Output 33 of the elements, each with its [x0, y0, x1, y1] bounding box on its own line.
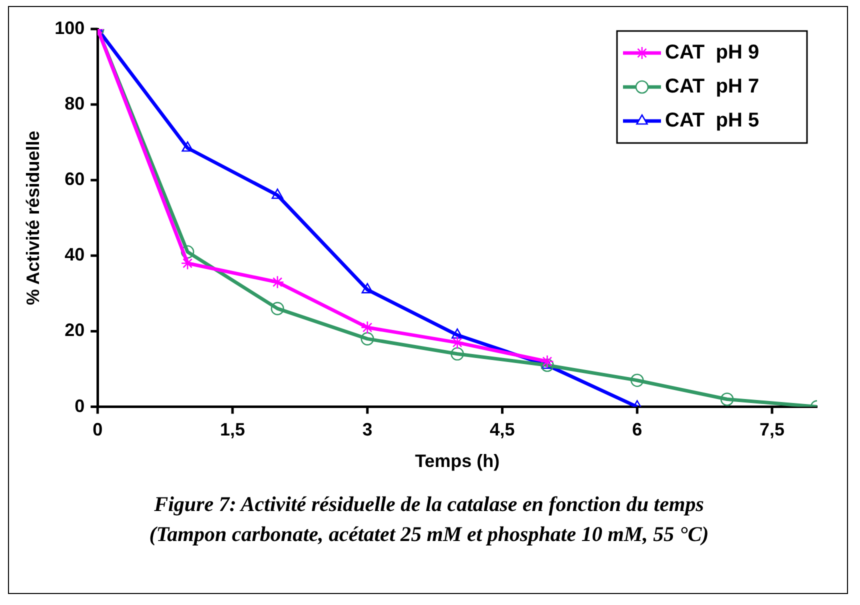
x-tick-label: 6 — [632, 420, 642, 440]
y-tick-label: 60 — [64, 169, 85, 190]
y-axis-title: % Activité résiduelle — [22, 130, 43, 306]
point — [362, 283, 374, 294]
point — [360, 332, 374, 346]
point — [270, 302, 284, 316]
point — [451, 328, 464, 339]
y-tick-label: 80 — [64, 94, 85, 114]
point — [540, 358, 554, 372]
x-tick-label: 4,5 — [490, 420, 515, 440]
point — [540, 354, 554, 368]
point — [270, 275, 284, 289]
y-tick-label: 20 — [64, 320, 85, 340]
point — [630, 374, 644, 388]
x-tick-label: 1,5 — [220, 420, 246, 440]
x-tick-label: 3 — [362, 420, 372, 440]
x-tick-label: 0 — [92, 420, 103, 440]
y-tick-label: 100 — [54, 18, 85, 38]
point — [180, 245, 194, 259]
y-tick-label: 0 — [74, 396, 85, 416]
x-tick-label: 7,5 — [760, 420, 785, 440]
text: (Tampon carbonate, acétatet 25 mM et phosphate 10 mM, 55 °C) — [148, 521, 710, 548]
point — [720, 392, 734, 406]
legend-label: CAT pH 9 — [665, 42, 760, 64]
point — [180, 256, 194, 270]
y-tick-label: 40 — [64, 244, 85, 265]
caption: Figure 7: Activité résiduelle de la catalase en fonction du temps — [153, 491, 705, 518]
point — [360, 320, 374, 334]
legend-label: CAT pH 7 — [665, 76, 760, 98]
point — [450, 336, 464, 350]
x-axis-title: Temps (h) — [414, 451, 500, 472]
point — [450, 347, 464, 361]
legend-label: CAT pH 5 — [665, 110, 760, 132]
